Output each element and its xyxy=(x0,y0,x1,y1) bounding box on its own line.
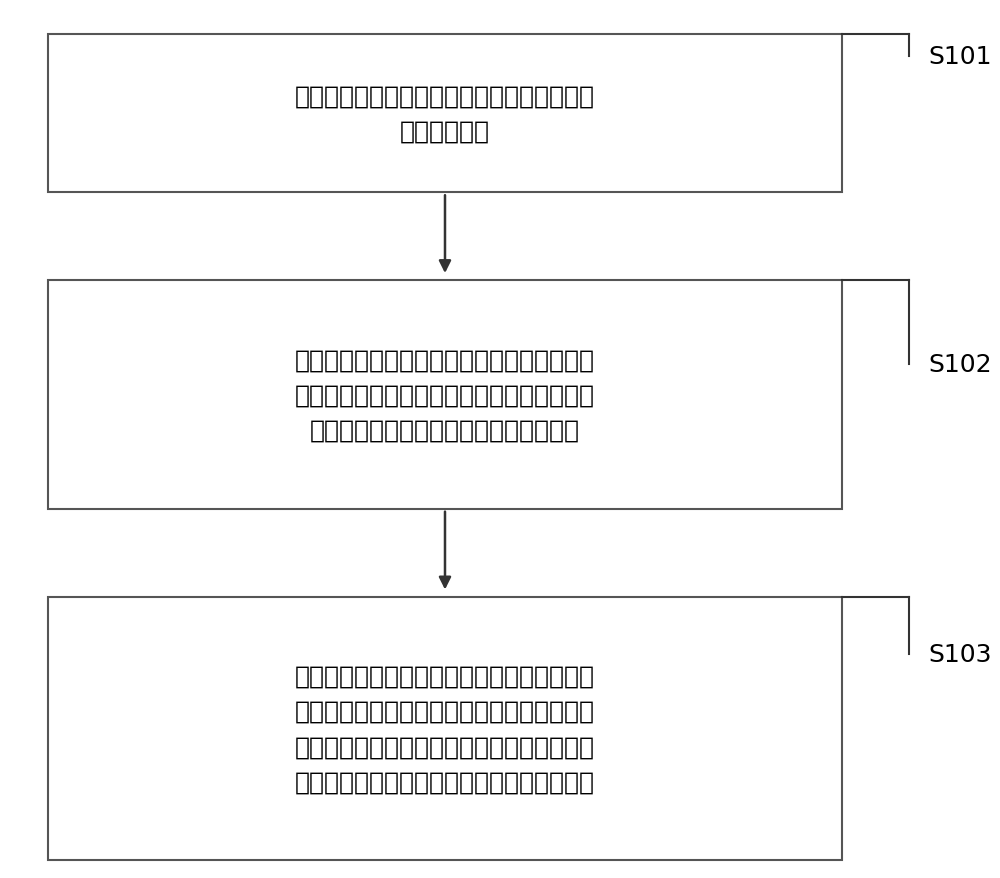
FancyBboxPatch shape xyxy=(48,597,842,860)
Text: 确定储能电站中进行充放电切换的电池组总数
及其取值范围: 确定储能电站中进行充放电切换的电池组总数 及其取值范围 xyxy=(295,84,595,144)
Text: 根据储能电站中进行充放电切换的电池组总数
计算各个电池组的功率，并根据各个电池组的
功率计算所有电池组的荷电状态最小方差: 根据储能电站中进行充放电切换的电池组总数 计算各个电池组的功率，并根据各个电池组… xyxy=(295,348,595,443)
FancyBboxPatch shape xyxy=(48,35,842,193)
Text: 根据所有电池组的荷电状态最小方差确定储能
电站中进行充放电切换的电池组的最优数量，
并根据储能电站中进行充放电切换的电池组的
最优数量按照各个电池组的功率进行功: 根据所有电池组的荷电状态最小方差确定储能 电站中进行充放电切换的电池组的最优数量… xyxy=(295,664,595,794)
Text: S103: S103 xyxy=(929,642,992,666)
Text: S101: S101 xyxy=(929,45,992,69)
FancyBboxPatch shape xyxy=(48,281,842,509)
Text: S102: S102 xyxy=(929,352,992,377)
